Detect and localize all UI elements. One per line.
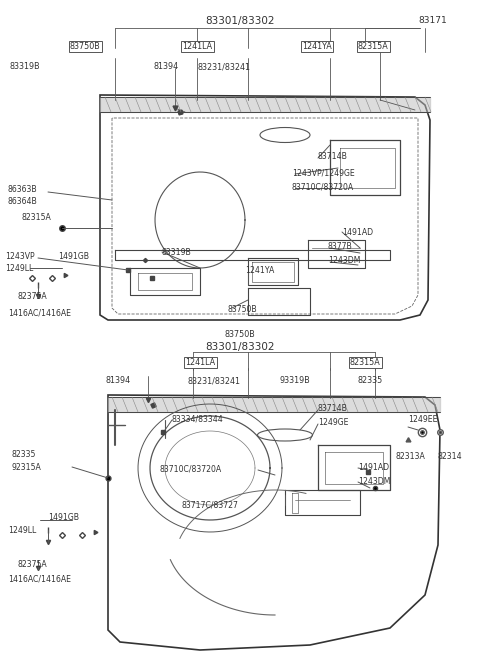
Text: 86364B: 86364B — [8, 197, 38, 206]
Text: 83717C/83727: 83717C/83727 — [182, 500, 239, 509]
Text: 82315A: 82315A — [350, 358, 381, 367]
Text: 1491AD: 1491AD — [358, 463, 389, 472]
Text: 82314: 82314 — [438, 452, 463, 461]
Text: 1249GE: 1249GE — [318, 418, 348, 427]
Text: 1491GB: 1491GB — [48, 513, 79, 522]
Text: 83714B: 83714B — [318, 152, 348, 161]
Text: 83750B: 83750B — [70, 42, 101, 51]
Text: 81394: 81394 — [153, 62, 178, 71]
Text: 1241YA: 1241YA — [245, 266, 274, 275]
Text: 83334/83344: 83334/83344 — [172, 414, 224, 423]
Text: 1243VP/1249GE: 1243VP/1249GE — [292, 168, 355, 177]
Text: 82375A: 82375A — [18, 560, 48, 569]
Text: 1243VP: 1243VP — [5, 252, 35, 261]
Text: 82335: 82335 — [12, 450, 36, 459]
Text: 83231/83241: 83231/83241 — [188, 376, 241, 385]
Text: 83714B: 83714B — [318, 404, 348, 413]
Text: 1249EE: 1249EE — [408, 415, 437, 424]
Text: 8377B: 8377B — [328, 242, 353, 251]
Text: 83231/83241: 83231/83241 — [198, 62, 251, 71]
Text: 1241YA: 1241YA — [302, 42, 332, 51]
Text: 81394: 81394 — [105, 376, 130, 385]
Text: 83301/83302: 83301/83302 — [205, 342, 275, 352]
Text: 1249LL: 1249LL — [5, 264, 33, 273]
Text: 82313A: 82313A — [395, 452, 425, 461]
Polygon shape — [100, 97, 430, 112]
Polygon shape — [108, 397, 440, 412]
Text: 83750B: 83750B — [228, 305, 258, 314]
Text: 82315A: 82315A — [22, 213, 52, 222]
Text: 83171: 83171 — [418, 16, 447, 25]
Text: 1491AD: 1491AD — [342, 228, 373, 237]
Text: 1249LL: 1249LL — [8, 526, 36, 535]
Text: 92315A: 92315A — [12, 463, 42, 472]
Text: 82335: 82335 — [358, 376, 383, 385]
Text: 1243DM: 1243DM — [328, 256, 360, 265]
Text: 83319B: 83319B — [162, 248, 192, 257]
Text: 1241LA: 1241LA — [185, 358, 215, 367]
Text: 82315A: 82315A — [358, 42, 389, 51]
Text: 1243DM: 1243DM — [358, 477, 390, 486]
Text: 83710C/83720A: 83710C/83720A — [292, 182, 354, 191]
Text: 83750B: 83750B — [225, 330, 255, 339]
Text: 1416AC/1416AE: 1416AC/1416AE — [8, 574, 71, 583]
Text: 83301/83302: 83301/83302 — [205, 16, 275, 26]
Text: 1416AC/1416AE: 1416AC/1416AE — [8, 308, 71, 317]
Text: 1241LA: 1241LA — [182, 42, 212, 51]
Text: 82375A: 82375A — [18, 292, 48, 301]
Text: 1491GB: 1491GB — [58, 252, 89, 261]
Text: 83319B: 83319B — [10, 62, 41, 71]
Text: 83710C/83720A: 83710C/83720A — [160, 465, 222, 474]
Text: 86363B: 86363B — [8, 185, 37, 194]
Text: 93319B: 93319B — [280, 376, 311, 385]
